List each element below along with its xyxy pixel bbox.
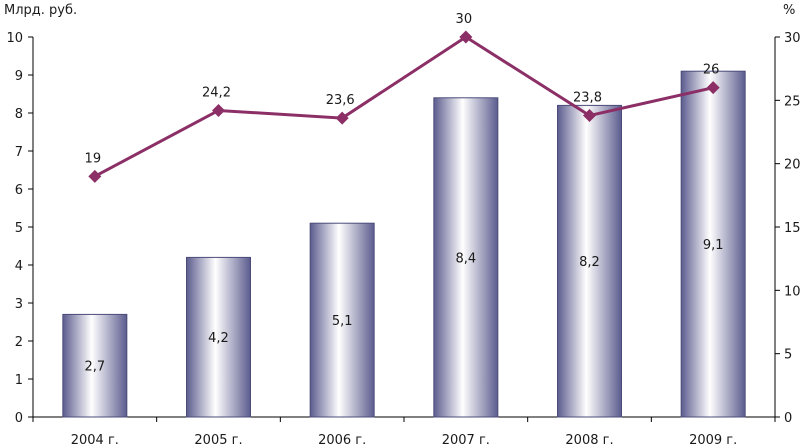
y2-tick-label: 20 — [784, 158, 801, 173]
line-point — [335, 111, 349, 125]
y-tick-label: 1 — [15, 373, 23, 388]
x-tick-label: 2007 г. — [442, 433, 490, 448]
y-tick-label: 10 — [6, 31, 23, 46]
bar — [309, 222, 375, 418]
line-value-label: 24,2 — [202, 85, 231, 100]
line-value-label: 23,8 — [573, 91, 602, 106]
bar — [62, 313, 128, 418]
x-tick-label: 2005 г. — [194, 433, 242, 448]
y-tick-label: 7 — [15, 145, 23, 160]
bar-series: 2,7 4,2 5,1 8,4 8,2 9,1 — [62, 70, 746, 418]
bar-value-label: 8,2 — [579, 255, 600, 270]
line-point — [706, 81, 720, 95]
axes: 0 1 2 3 4 5 6 7 8 9 10 0 5 10 15 20 25 30 2004 г. 2005 г. 20… — [6, 31, 800, 448]
y-tick-label: 3 — [15, 297, 23, 312]
line-path — [94, 35, 714, 178]
x-tick-label: 2004 г. — [71, 433, 119, 448]
line-value-label: 30 — [456, 12, 473, 27]
y-tick-label: 6 — [15, 183, 23, 198]
y2-tick-label: 25 — [784, 94, 801, 109]
line-value-label: 23,6 — [326, 93, 355, 108]
y2-tick-label: 15 — [784, 221, 801, 236]
y-axis-title: Млрд. руб. — [4, 3, 77, 18]
bar — [186, 256, 251, 418]
x-tick-label: 2008 г. — [565, 433, 613, 448]
bar — [433, 97, 499, 418]
y-tick-label: 0 — [15, 411, 23, 426]
y2-axis-title: % — [783, 3, 795, 18]
line-series: 19 24,2 23,6 30 23,8 26 — [85, 12, 720, 183]
bar-value-label: 8,4 — [455, 251, 476, 266]
y2-tick-label: 30 — [784, 31, 801, 46]
line-value-label: 19 — [85, 151, 102, 166]
y2-tick-label: 5 — [784, 348, 792, 363]
line-point — [459, 30, 473, 44]
line-point — [88, 169, 102, 183]
line-point — [583, 109, 596, 123]
y-tick-label: 2 — [15, 335, 23, 350]
y2-tick-label: 0 — [784, 411, 792, 426]
bar-value-label: 5,1 — [332, 314, 353, 329]
bar-value-label: 2,7 — [84, 360, 105, 375]
bar — [557, 104, 622, 418]
y-tick-label: 9 — [15, 69, 23, 84]
y2-tick-label: 10 — [784, 284, 801, 299]
y-tick-label: 5 — [15, 221, 23, 236]
line-value-label: 26 — [703, 63, 720, 78]
y-tick-label: 8 — [15, 107, 23, 122]
bar — [680, 70, 746, 418]
line-point — [212, 103, 225, 117]
y-tick-label: 4 — [15, 259, 23, 274]
bar-value-label: 9,1 — [703, 238, 724, 253]
x-tick-label: 2006 г. — [318, 433, 366, 448]
bar-value-label: 4,2 — [208, 331, 229, 346]
x-tick-label: 2009 г. — [689, 433, 737, 448]
